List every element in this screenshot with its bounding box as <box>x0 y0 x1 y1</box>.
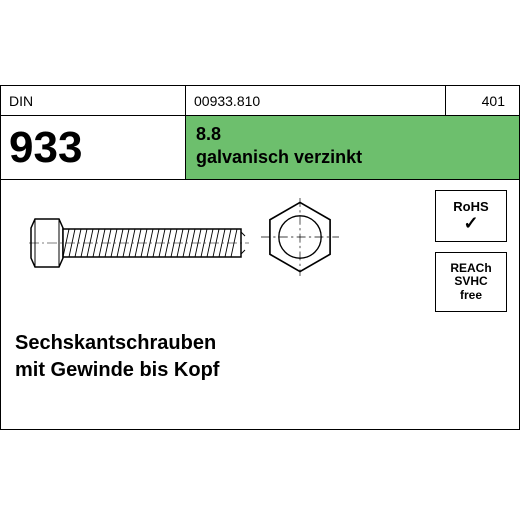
description-line1: Sechskantschrauben <box>15 330 219 357</box>
code: 401 <box>446 86 519 115</box>
rohs-label: RoHS <box>453 200 488 214</box>
body-area: Sechskantschrauben mit Gewinde bis Kopf … <box>1 180 519 429</box>
standard-row: 933 8.8 galvanisch verzinkt <box>1 116 519 180</box>
material-info: 8.8 galvanisch verzinkt <box>186 116 519 179</box>
din-label: DIN <box>1 86 186 115</box>
description: Sechskantschrauben mit Gewinde bis Kopf <box>15 330 219 384</box>
part-number: 00933.810 <box>186 86 446 115</box>
rohs-badge: RoHS ✓ <box>435 190 507 242</box>
badges: RoHS ✓ REACh SVHC free <box>435 190 507 322</box>
reach-line2: SVHC <box>454 275 487 288</box>
reach-badge: REACh SVHC free <box>435 252 507 312</box>
grade: 8.8 <box>196 125 519 145</box>
coating: galvanisch verzinkt <box>196 145 519 170</box>
description-line2: mit Gewinde bis Kopf <box>15 357 219 384</box>
spec-card: DIN 00933.810 401 933 8.8 galvanisch ver… <box>0 85 520 430</box>
standard-number: 933 <box>1 116 186 179</box>
check-icon: ✓ <box>463 214 478 232</box>
reach-line3: free <box>460 289 482 302</box>
bolt-side-view-icon <box>29 208 249 278</box>
header-row: DIN 00933.810 401 <box>1 86 519 116</box>
bolt-front-view-icon <box>261 198 339 276</box>
